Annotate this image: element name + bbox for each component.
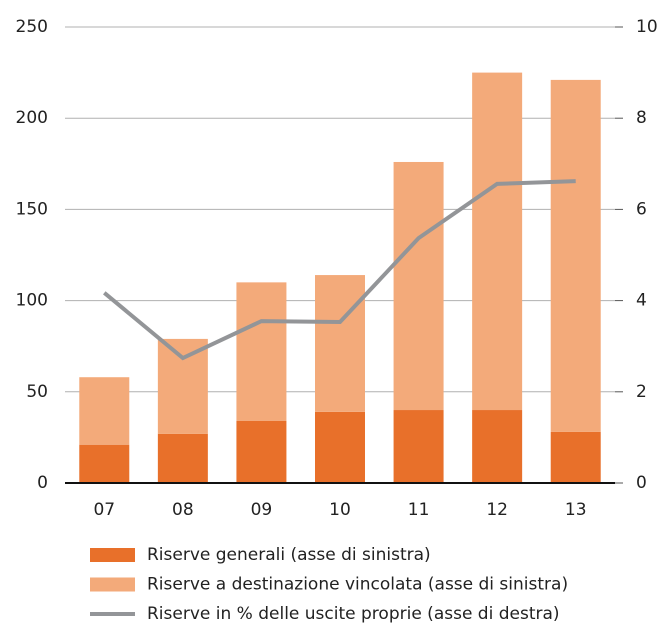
y-tick-label: 250	[16, 17, 48, 37]
legend-label: Riserve generali (asse di sinistra)	[147, 545, 431, 565]
bar	[315, 411, 365, 483]
y-tick-label: 100	[16, 291, 48, 311]
bar	[550, 79, 601, 432]
legend-swatch	[90, 548, 135, 562]
bar	[315, 275, 365, 412]
bar	[236, 420, 287, 483]
x-tick-label: 12	[486, 500, 508, 520]
x-tick-label: 13	[565, 500, 587, 520]
bar	[472, 410, 523, 483]
bar	[393, 410, 444, 483]
y2-tick-label: 6	[636, 199, 647, 219]
y2-tick-label: 8	[636, 108, 647, 128]
y2-tick-label: 4	[636, 291, 647, 311]
bar	[236, 282, 287, 421]
bar	[472, 72, 523, 411]
bar	[157, 338, 208, 434]
bar	[157, 433, 208, 483]
y-tick-label: 150	[16, 199, 48, 219]
y2-tick-label: 2	[636, 382, 647, 402]
x-tick-label: 11	[408, 500, 430, 520]
x-tick-label: 09	[251, 500, 273, 520]
bar	[393, 161, 444, 411]
bar	[550, 431, 601, 483]
bar	[79, 444, 130, 483]
legend-label: Riserve a destinazione vincolata (asse d…	[147, 575, 568, 595]
x-tick-label: 08	[172, 500, 194, 520]
line	[103, 179, 576, 361]
x-tick-label: 10	[329, 500, 351, 520]
y-tick-label: 0	[37, 473, 48, 493]
y2-tick-label: 10	[636, 17, 658, 37]
legend-label: Riserve in % delle uscite proprie (asse …	[147, 604, 560, 624]
y2-tick-label: 0	[636, 473, 647, 493]
y-tick-label: 200	[16, 108, 48, 128]
legend-swatch	[90, 577, 135, 592]
y-tick-label: 50	[26, 382, 48, 402]
bar	[79, 377, 130, 445]
x-tick-label: 07	[93, 500, 115, 520]
